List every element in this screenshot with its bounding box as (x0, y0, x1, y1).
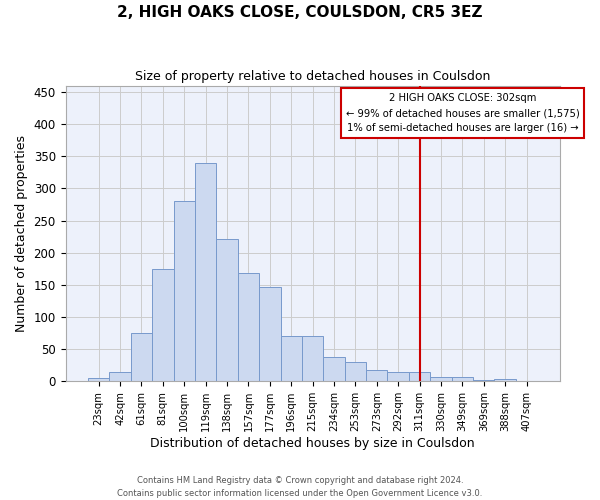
Y-axis label: Number of detached properties: Number of detached properties (15, 135, 28, 332)
Bar (281, 336, 302, 382)
Bar (173, 202, 195, 382)
Text: 2, HIGH OAKS CLOSE, COULSDON, CR5 3EZ: 2, HIGH OAKS CLOSE, COULSDON, CR5 3EZ (117, 5, 483, 20)
Bar (430, 377, 452, 382)
Bar (345, 362, 366, 382)
Text: 2 HIGH OAKS CLOSE: 302sqm
← 99% of detached houses are smaller (1,575)
1% of sem: 2 HIGH OAKS CLOSE: 302sqm ← 99% of detac… (346, 94, 579, 133)
Bar (473, 380, 494, 382)
Text: Contains HM Land Registry data © Crown copyright and database right 2024.
Contai: Contains HM Land Registry data © Crown c… (118, 476, 482, 498)
Bar (366, 370, 388, 382)
X-axis label: Distribution of detached houses by size in Coulsdon: Distribution of detached houses by size … (151, 437, 475, 450)
Bar (452, 377, 473, 382)
Bar (323, 357, 345, 382)
Bar (88, 378, 109, 382)
Bar (388, 372, 409, 382)
Bar (302, 336, 323, 382)
Bar (217, 238, 238, 382)
Bar (409, 372, 430, 382)
Bar (195, 162, 217, 382)
Title: Size of property relative to detached houses in Coulsdon: Size of property relative to detached ho… (135, 70, 490, 83)
Bar (238, 274, 259, 382)
Bar (259, 288, 281, 382)
Bar (494, 380, 516, 382)
Bar (109, 372, 131, 382)
Bar (152, 269, 173, 382)
Bar (131, 333, 152, 382)
